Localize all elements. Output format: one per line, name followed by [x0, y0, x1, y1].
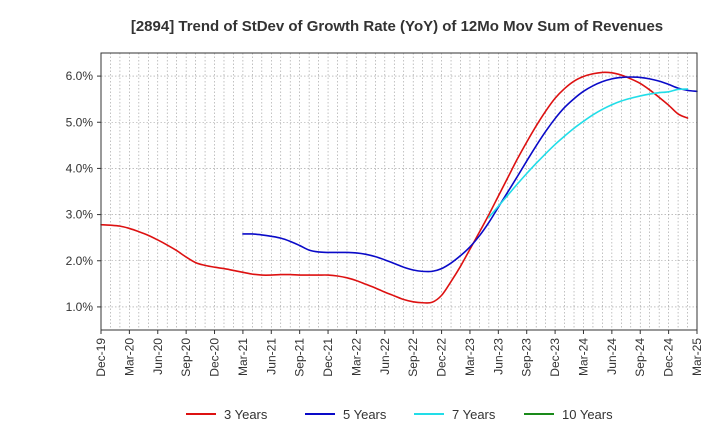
y-tick-label: 2.0%	[66, 254, 94, 268]
series-line-7-years	[488, 88, 689, 219]
x-tick-label: Jun-24	[605, 338, 619, 375]
legend: 3 Years 5 Years 7 Years 10 Years	[186, 407, 613, 422]
x-tick-label: Mar-20	[122, 338, 136, 376]
x-tick-label: Dec-19	[94, 338, 108, 377]
legend-label-7-years: 7 Years	[452, 407, 496, 422]
y-tick-label: 1.0%	[66, 300, 94, 314]
y-tick-label: 3.0%	[66, 208, 94, 222]
x-tick-label: Dec-23	[548, 338, 562, 377]
x-tick-label: Dec-22	[435, 338, 449, 377]
x-tick-label: Jun-20	[151, 338, 165, 375]
chart-title: [2894] Trend of StDev of Growth Rate (Yo…	[131, 18, 663, 35]
y-tick-label: 6.0%	[66, 69, 94, 83]
x-tick-label: Sep-22	[406, 338, 420, 377]
y-axis-ticks: 1.0% 2.0% 3.0% 4.0% 5.0% 6.0%	[66, 69, 101, 314]
series-line-5-years	[242, 76, 698, 273]
plot-area	[101, 53, 697, 330]
x-tick-label: Sep-21	[293, 338, 307, 377]
series-lines	[100, 71, 698, 304]
grid-lines	[101, 53, 697, 330]
series-line-3-years	[100, 71, 689, 304]
legend-label-10-years: 10 Years	[562, 407, 613, 422]
x-tick-label: Sep-24	[633, 338, 647, 377]
x-tick-label: Jun-22	[378, 338, 392, 375]
legend-label-5-years: 5 Years	[343, 407, 387, 422]
legend-label-3-years: 3 Years	[224, 407, 268, 422]
x-tick-label: Mar-23	[463, 338, 477, 376]
x-tick-label: Dec-21	[321, 338, 335, 377]
x-tick-label: Mar-25	[690, 338, 704, 376]
x-axis-ticks: Dec-19 Mar-20 Jun-20 Sep-20 Dec-20 Mar-21 Jun-…	[94, 330, 704, 377]
x-tick-label: Mar-21	[236, 338, 250, 376]
x-tick-label: Sep-20	[179, 338, 193, 377]
x-tick-label: Mar-24	[576, 338, 590, 376]
plot-frame	[100, 52, 698, 331]
y-tick-label: 5.0%	[66, 115, 94, 129]
plot-background	[101, 53, 697, 330]
x-tick-label: Dec-20	[208, 338, 222, 377]
x-tick-label: Sep-23	[520, 338, 534, 377]
x-tick-label: Jun-21	[264, 338, 278, 375]
x-tick-label: Dec-24	[662, 338, 676, 377]
x-tick-label: Mar-22	[349, 338, 363, 376]
y-tick-label: 4.0%	[66, 161, 94, 175]
x-tick-label: Jun-23	[491, 338, 505, 375]
